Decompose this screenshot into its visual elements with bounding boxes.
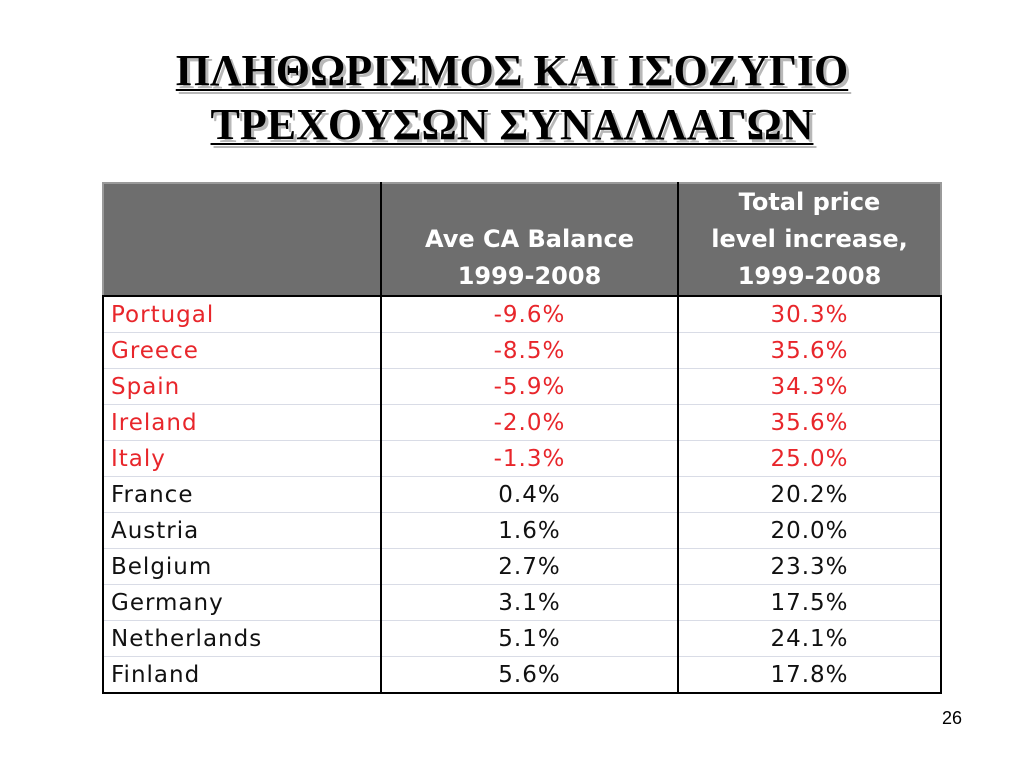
ca-balance-cell: -5.9% <box>381 368 679 405</box>
country-cell: Belgium <box>102 548 382 585</box>
ca-balance-cell: 5.6% <box>381 656 679 694</box>
slide-title-line-1: ΠΛΗΘΩΡΙΣΜΟΣ ΚΑΙ ΙΣΟΖΥΓΙΟ <box>175 46 849 95</box>
table-row: Finland 5.6% 17.8% <box>102 656 942 694</box>
price-increase-cell: 20.0% <box>678 512 942 549</box>
country-cell: Greece <box>102 332 382 369</box>
ca-balance-cell: 0.4% <box>381 476 679 513</box>
header-ca-balance: Ave CA Balance 1999-2008 <box>381 182 679 297</box>
price-increase-cell: 17.8% <box>678 656 942 694</box>
header-price-line-1: Total price <box>738 188 881 216</box>
country-cell: France <box>102 476 382 513</box>
ca-balance-cell: -1.3% <box>381 440 679 477</box>
header-country <box>102 182 382 297</box>
country-cell: Germany <box>102 584 382 621</box>
price-increase-cell: 20.2% <box>678 476 942 513</box>
slide-title: ΠΛΗΘΩΡΙΣΜΟΣ ΚΑΙ ΙΣΟΖΥΓΙΟ ΤΡΕΧΟΥΣΩΝ ΣΥΝΑΛ… <box>0 44 1024 152</box>
price-increase-cell: 24.1% <box>678 620 942 657</box>
ca-balance-cell: -8.5% <box>381 332 679 369</box>
table-row: Belgium 2.7% 23.3% <box>102 548 942 585</box>
table-row: Spain -5.9% 34.3% <box>102 368 942 405</box>
ca-balance-cell: 3.1% <box>381 584 679 621</box>
table-row: Germany 3.1% 17.5% <box>102 584 942 621</box>
price-increase-cell: 17.5% <box>678 584 942 621</box>
country-cell: Spain <box>102 368 382 405</box>
table-row: Ireland -2.0% 35.6% <box>102 404 942 441</box>
table-header-row: Ave CA Balance 1999-2008 Total price lev… <box>102 182 942 297</box>
table-row: Greece -8.5% 35.6% <box>102 332 942 369</box>
country-cell: Italy <box>102 440 382 477</box>
header-price-line-2: level increase, <box>711 225 908 253</box>
price-increase-cell: 25.0% <box>678 440 942 477</box>
ca-balance-cell: 2.7% <box>381 548 679 585</box>
ca-balance-price-table: Ave CA Balance 1999-2008 Total price lev… <box>102 182 942 694</box>
header-ca-balance-line-2: 1999-2008 <box>457 262 602 290</box>
ca-balance-cell: -9.6% <box>381 296 679 333</box>
country-cell: Netherlands <box>102 620 382 657</box>
country-cell: Austria <box>102 512 382 549</box>
country-cell: Ireland <box>102 404 382 441</box>
country-cell: Portugal <box>102 296 382 333</box>
price-increase-cell: 35.6% <box>678 332 942 369</box>
price-increase-cell: 23.3% <box>678 548 942 585</box>
ca-balance-cell: -2.0% <box>381 404 679 441</box>
country-cell: Finland <box>102 656 382 694</box>
header-price-line-3: 1999-2008 <box>737 262 882 290</box>
price-increase-cell: 34.3% <box>678 368 942 405</box>
table-row: Italy -1.3% 25.0% <box>102 440 942 477</box>
header-price-increase: Total price level increase, 1999-2008 <box>678 182 942 297</box>
price-increase-cell: 30.3% <box>678 296 942 333</box>
table-row: Portugal -9.6% 30.3% <box>102 296 942 333</box>
ca-balance-cell: 5.1% <box>381 620 679 657</box>
table-row: Austria 1.6% 20.0% <box>102 512 942 549</box>
slide-title-line-2: ΤΡΕΧΟΥΣΩΝ ΣΥΝΑΛΛΑΓΩΝ <box>210 100 814 149</box>
price-increase-cell: 35.6% <box>678 404 942 441</box>
table-row: Netherlands 5.1% 24.1% <box>102 620 942 657</box>
page-number: 26 <box>941 708 962 728</box>
table-row: France 0.4% 20.2% <box>102 476 942 513</box>
ca-balance-cell: 1.6% <box>381 512 679 549</box>
header-ca-balance-line-1: Ave CA Balance <box>424 225 635 253</box>
